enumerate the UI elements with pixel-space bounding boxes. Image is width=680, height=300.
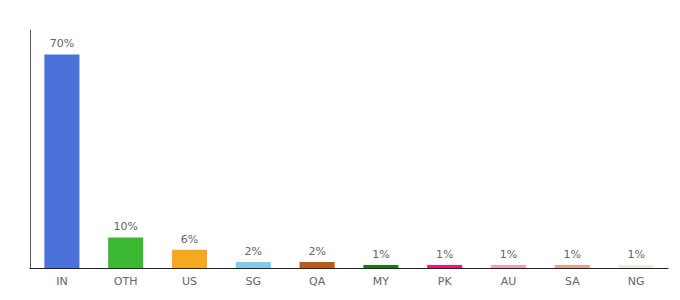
svg-text:US: US	[182, 275, 197, 288]
svg-text:2%: 2%	[245, 245, 262, 258]
svg-text:2%: 2%	[308, 245, 325, 258]
svg-text:6%: 6%	[181, 233, 198, 246]
svg-text:AU: AU	[501, 275, 517, 288]
svg-text:1%: 1%	[372, 248, 389, 261]
svg-text:1%: 1%	[436, 248, 453, 261]
svg-text:OTH: OTH	[114, 275, 138, 288]
svg-text:MY: MY	[373, 275, 389, 288]
svg-text:SA: SA	[565, 275, 580, 288]
svg-text:1%: 1%	[500, 248, 517, 261]
svg-text:QA: QA	[309, 275, 326, 288]
svg-text:IN: IN	[56, 275, 67, 288]
svg-text:SG: SG	[246, 275, 262, 288]
svg-text:1%: 1%	[564, 248, 581, 261]
svg-text:PK: PK	[438, 275, 453, 288]
svg-text:70%: 70%	[50, 37, 74, 50]
svg-text:NG: NG	[628, 275, 645, 288]
svg-text:10%: 10%	[113, 220, 137, 233]
svg-text:1%: 1%	[627, 248, 644, 261]
